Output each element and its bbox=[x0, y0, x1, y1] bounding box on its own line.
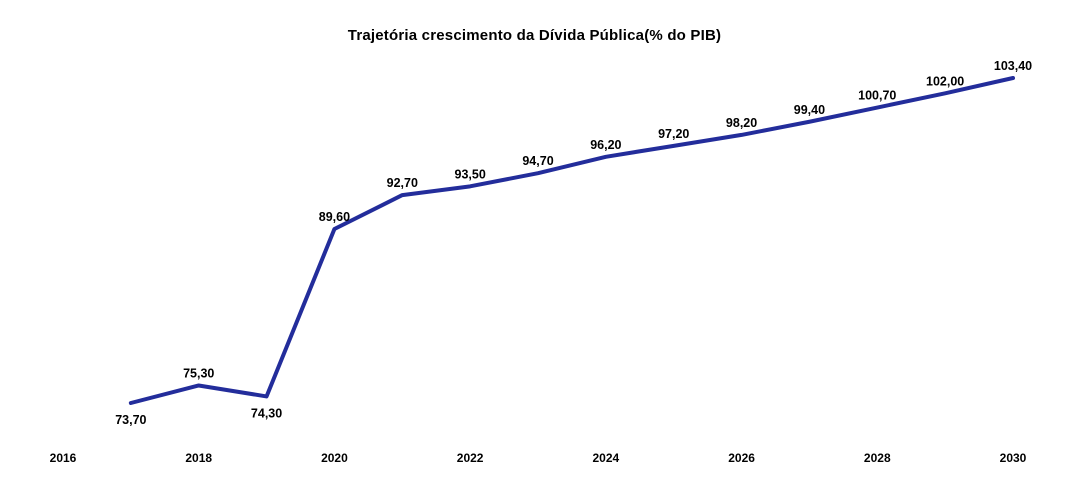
x-axis-tick-label: 2030 bbox=[1000, 451, 1027, 465]
data-label: 94,70 bbox=[522, 154, 553, 168]
data-label: 103,40 bbox=[994, 59, 1032, 73]
x-axis-tick-label: 2018 bbox=[185, 451, 212, 465]
data-label: 102,00 bbox=[926, 74, 964, 88]
x-axis-tick-label: 2028 bbox=[864, 451, 891, 465]
data-label: 92,70 bbox=[387, 176, 418, 190]
data-label: 98,20 bbox=[726, 116, 757, 130]
x-axis-tick-label: 2024 bbox=[593, 451, 620, 465]
chart-title: Trajetória crescimento da Dívida Pública… bbox=[347, 27, 722, 44]
x-axis-tick-label: 2022 bbox=[457, 451, 484, 465]
data-label: 97,20 bbox=[658, 127, 689, 141]
x-axis-tick-label: 2026 bbox=[728, 451, 755, 465]
data-label: 73,70 bbox=[115, 413, 146, 427]
series-line bbox=[128, 76, 1015, 405]
data-label: 99,40 bbox=[794, 103, 825, 117]
data-label: 93,50 bbox=[455, 167, 486, 181]
x-axis-tick-label: 2016 bbox=[50, 451, 77, 465]
x-axis-tick-label: 2020 bbox=[321, 451, 348, 465]
data-label: 89,60 bbox=[319, 210, 350, 224]
data-label: 74,30 bbox=[251, 406, 282, 420]
data-label: 75,30 bbox=[183, 366, 214, 380]
data-label: 96,20 bbox=[590, 138, 621, 152]
data-label: 100,70 bbox=[858, 89, 896, 103]
